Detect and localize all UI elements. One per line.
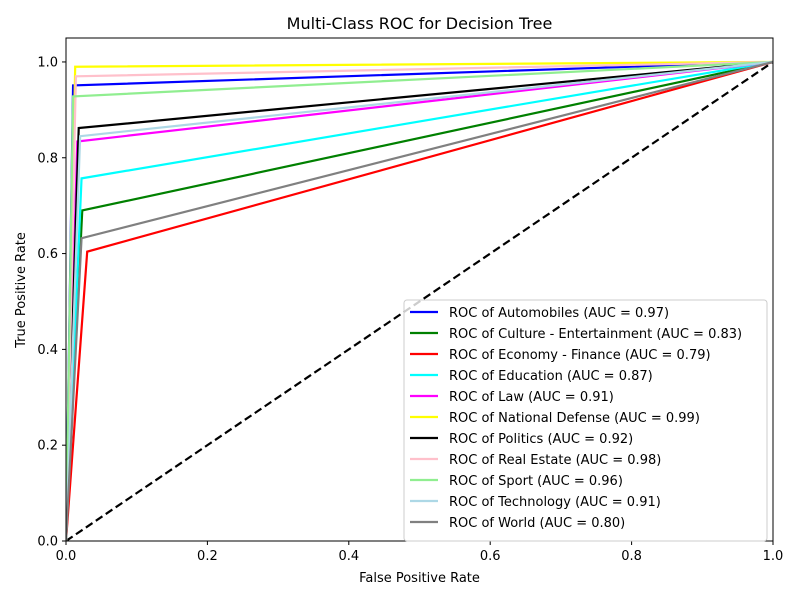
- legend-entry-label: ROC of World (AUC = 0.80): [449, 516, 625, 531]
- legend-entry-label: ROC of Automobiles (AUC = 0.97): [449, 306, 669, 321]
- chart-title: Multi-Class ROC for Decision Tree: [287, 14, 553, 33]
- legend-entry-label: ROC of Sport (AUC = 0.96): [449, 474, 623, 489]
- legend-box: [403, 299, 768, 542]
- legend-entry-label: ROC of Education (AUC = 0.87): [449, 369, 653, 384]
- x-tick-label: 0.6: [480, 549, 501, 564]
- roc-line-series-10: [66, 60, 773, 541]
- y-tick-label: 0.4: [37, 343, 58, 358]
- x-tick-label: 0.0: [56, 549, 77, 564]
- y-tick-label: 1.0: [37, 55, 58, 70]
- x-tick-label: 0.2: [197, 549, 218, 564]
- legend-entry-label: ROC of Real Estate (AUC = 0.98): [449, 453, 661, 468]
- x-tick-label: 0.8: [621, 549, 642, 564]
- y-tick-label: 0.0: [37, 535, 58, 550]
- roc-line-series-2: [66, 60, 773, 541]
- y-tick-label: 0.6: [37, 247, 58, 262]
- legend: ROC of Automobiles (AUC = 0.97) ROC of Cu…: [403, 299, 768, 542]
- x-tick-label: 1.0: [763, 549, 784, 564]
- roc-line-series-8: [66, 60, 773, 541]
- roc-line-series-9: [66, 60, 773, 541]
- x-axis-label: False Positive Rate: [359, 571, 480, 586]
- y-tick-label: 0.2: [37, 439, 58, 454]
- legend-entry-label: ROC of Culture - Entertainment (AUC = 0.…: [449, 327, 742, 342]
- legend-entry-label: ROC of National Defense (AUC = 0.99): [449, 411, 700, 426]
- y-tick-label: 0.8: [37, 151, 58, 166]
- y-axis-label: True Positive Rate: [14, 232, 29, 349]
- legend-entry-label: ROC of Technology (AUC = 0.91): [449, 495, 661, 510]
- legend-entry-label: ROC of Economy - Finance (AUC = 0.79): [449, 348, 711, 363]
- plot-area: [66, 60, 773, 541]
- x-tick-label: 0.4: [338, 549, 359, 564]
- legend-entry-label: ROC of Law (AUC = 0.91): [449, 390, 614, 405]
- legend-entry-label: ROC of Politics (AUC = 0.92): [449, 432, 633, 447]
